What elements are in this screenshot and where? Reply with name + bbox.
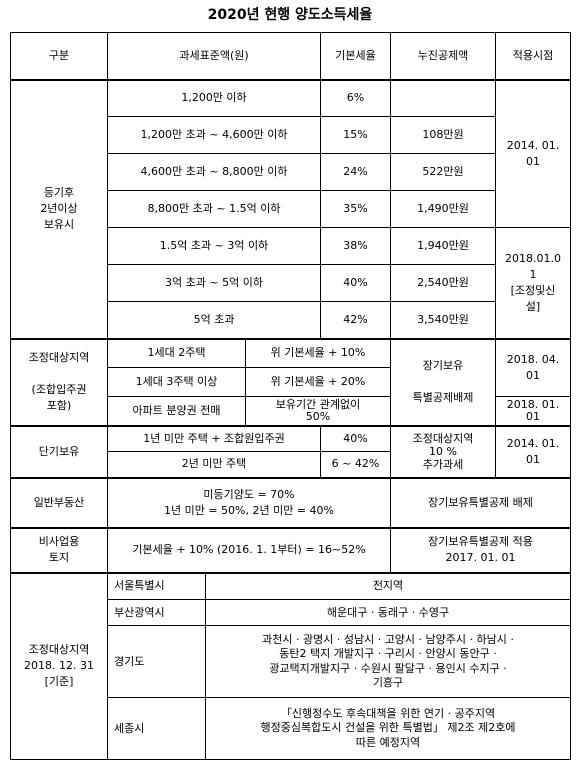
cell: 1,200만 초과 ~ 4,600만 이하 <box>106 116 322 154</box>
section-label: 비사업용 토지 <box>10 526 108 573</box>
header-cell: 기본세율 <box>320 32 392 80</box>
cell: 조정대상지역 10 % 추가과세 <box>390 424 497 478</box>
cell: 4,600만 초과 ~ 8,800만 이하 <box>106 153 322 191</box>
title: 2020년 현행 양도소득세율 <box>207 7 373 23</box>
section-label: 등기후 2년이상 보유시 <box>10 78 108 339</box>
region-name: 서울특별시 <box>107 571 206 600</box>
cell: 1세대 2주택 <box>107 337 246 368</box>
cell: 1.5억 초과 ~ 3억 이하 <box>106 227 322 265</box>
cell: 1,940만원 <box>390 227 497 265</box>
date-cell: 2018.01.0 1 [조정및신 설] <box>495 227 572 339</box>
header-row: 구분 과세표준액(원) 기본세율 누진공제액 적용시점 <box>10 32 572 80</box>
cell: 15% <box>320 116 392 154</box>
date-cell: 2014. 01. 01 <box>495 78 572 228</box>
cell: 3,540만원 <box>390 301 497 339</box>
cell: 전지역 <box>204 571 572 600</box>
cell: 108만원 <box>390 116 497 154</box>
header-cell: 적용시점 <box>495 32 572 80</box>
row: 아파트 분양권 전매 보유기간 관계없이 50% 2018. 01. 01 <box>11 396 572 426</box>
row: 단기보유 1년 미만 주택 + 조합원입주권 40% 조정대상지역 10 % 추… <box>10 424 572 478</box>
cell: 40% <box>320 264 392 302</box>
cell: 위 기본세율 + 10% <box>244 337 392 368</box>
cell: 아파트 분양권 전매 <box>107 396 246 426</box>
cell <box>390 78 497 117</box>
row: 비사업용 토지 기본세율 + 10% (2016. 1. 1부터) = 16~5… <box>10 526 572 573</box>
cell: 1,490만원 <box>390 190 497 228</box>
row: 1.5억 초과 ~ 3억 이하 38% 1,940만원 2018.01.0 1 [조정… <box>11 227 572 339</box>
date-cell: 2018. 04. 01 <box>495 337 572 397</box>
cell: 미등기양도 = 70% 1년 미만 = 50%, 2년 미만 = 40% <box>106 476 392 528</box>
cell: 522만원 <box>390 153 497 191</box>
cell: 장기보유 특별공제배제 <box>390 337 497 426</box>
section-label: 조정대상지역 2018. 12. 31 [기준] <box>10 571 108 760</box>
cell: 1년 미만 주택 + 조합원입주권 <box>106 424 322 452</box>
cell: 「신행정수도 후속대책을 위한 연기 · 공주지역 행정중심복합도시 건설을 위… <box>204 697 572 760</box>
row: 8,800만 초과 ~ 1.5억 이하 35% 1,490만원 <box>11 190 571 228</box>
header-cell: 구분 <box>10 32 108 80</box>
section-label: 일반부동산 <box>10 476 108 528</box>
row: 부산광역시 해운대구 · 동래구 · 수영구 <box>11 599 572 626</box>
cell: 보유기간 관계없이 50% <box>244 396 392 426</box>
cell: 장기보유특별공제 적용 2017. 01. 01 <box>390 526 572 573</box>
header-cell: 과세표준액(원) <box>106 32 322 80</box>
header-cell: 누진공제액 <box>390 32 497 80</box>
row: 2년 미만 주택 6 ~ 42% <box>11 451 571 478</box>
row: 등기후 2년이상 보유시 1,200만 이하 6% 2014. 01. 01 <box>10 78 572 339</box>
region-name: 세종시 <box>107 697 206 760</box>
row: 1세대 3주택 이상 위 기본세율 + 20% <box>11 367 571 397</box>
cell: 해운대구 · 동래구 · 수영구 <box>204 599 572 626</box>
cell: 40% <box>320 424 392 452</box>
cell: 1,200만 이하 <box>106 78 322 117</box>
row: 일반부동산 미등기양도 = 70% 1년 미만 = 50%, 2년 미만 = 4… <box>10 476 572 528</box>
section-label: 단기보유 <box>10 424 108 478</box>
region-name: 부산광역시 <box>107 599 206 626</box>
cell: 42% <box>320 301 392 339</box>
table-body: 구분 과세표준액(원) 기본세율 누진공제액 적용시점 등기후 2년이상 보유시… <box>10 32 572 760</box>
date-cell: 2014. 01. 01 <box>495 424 572 478</box>
row: 조정대상지역 (조합입주권 포함) 1세대 2주택 위 기본세율 + 10% 장… <box>10 337 572 426</box>
row: 조정대상지역 2018. 12. 31 [기준] 서울특별시 전지역 <box>10 571 572 760</box>
date-cell: 2018. 01. 01 <box>495 396 572 426</box>
row: 1,200만 초과 ~ 4,600만 이하 15% 108만원 <box>11 116 571 154</box>
cell: 35% <box>320 190 392 228</box>
cell: 위 기본세율 + 20% <box>244 367 392 397</box>
cell: 6% <box>320 78 392 117</box>
tax-table: 구분 과세표준액(원) 기본세율 누진공제액 적용시점 등기후 2년이상 보유시… <box>10 32 572 760</box>
cell: 38% <box>320 227 392 265</box>
cell: 5억 초과 <box>106 301 322 339</box>
row: 4,600만 초과 ~ 8,800만 이하 24% 522만원 <box>11 153 571 191</box>
row: 3억 초과 ~ 5억 이하 40% 2,540만원 <box>11 264 571 302</box>
cell: 6 ~ 42% <box>320 451 392 478</box>
cell: 8,800만 초과 ~ 1.5억 이하 <box>106 190 322 228</box>
cell: 장기보유특별공제 배제 <box>390 476 572 528</box>
cell: 2,540만원 <box>390 264 497 302</box>
row: 세종시 「신행정수도 후속대책을 위한 연기 · 공주지역 행정중심복합도시 건설… <box>11 697 572 760</box>
section-label: 조정대상지역 (조합입주권 포함) <box>10 337 108 426</box>
cell: 기본세율 + 10% (2016. 1. 1부터) = 16~52% <box>106 526 392 573</box>
cell: 24% <box>320 153 392 191</box>
cell: 1세대 3주택 이상 <box>107 367 246 397</box>
cell: 과천시 · 광명시 · 성남시 · 고양시 · 남양주시 · 하남시 · 동탄2… <box>204 625 572 698</box>
cell: 2년 미만 주택 <box>106 451 322 478</box>
cell: 3억 초과 ~ 5억 이하 <box>106 264 322 302</box>
region-name: 경기도 <box>107 625 206 698</box>
